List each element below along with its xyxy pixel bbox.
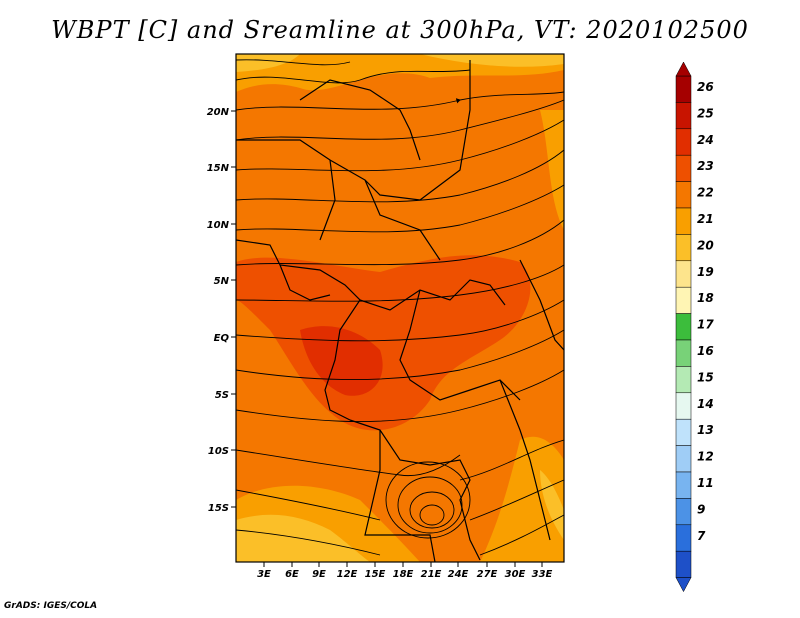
colorbar-swatch [675,154,692,182]
colorbar-swatch [675,75,692,103]
longitude-axis: 3E 6E 9E 12E 15E 18E 21E 24E 27E 30E 33E [257,562,553,580]
temperature-field [236,54,564,562]
lat-label: 20N [207,107,230,118]
lat-label: 15S [208,503,229,514]
lat-label: 5S [215,390,229,401]
footer-credit: GrADS: IGES/COLA [4,601,98,611]
colorbar-swatch [675,550,692,578]
colorbar-label: 20 [697,238,714,252]
colorbar-swatch [675,260,692,288]
colorbar-bottom-arrow [675,577,692,593]
colorbar-swatch [675,181,692,209]
lon-label: 12E [337,569,358,580]
colorbar-label: 25 [697,106,714,120]
colorbar-label: 7 [697,529,706,543]
colorbar-label: 14 [697,397,714,411]
colorbar: 26 25 24 23 22 21 20 19 18 17 16 15 14 13 12 11 9 7 [675,61,714,593]
colorbar-swatch [675,313,692,341]
colorbar-label: 15 [697,370,714,384]
colorbar-swatch [675,128,692,156]
colorbar-swatch [675,207,692,235]
colorbar-swatch [675,286,692,314]
colorbar-swatch [675,234,692,262]
lon-label: 33E [532,569,553,580]
colorbar-swatch [675,366,692,394]
lat-label: 10N [207,220,230,231]
colorbar-label: 19 [697,265,714,279]
lat-label: 10S [208,446,229,457]
colorbar-label: 11 [697,476,714,490]
colorbar-swatch [675,445,692,473]
colorbar-top-arrow [675,61,692,77]
lon-label: 18E [393,569,414,580]
lon-label: 21E [421,569,442,580]
chart-title: WBPT [C] and Sreamline at 300hPa, VT: 20… [51,16,749,44]
lon-label: 3E [257,569,271,580]
colorbar-swatch [675,471,692,499]
colorbar-label: 17 [697,318,714,332]
colorbar-label: 9 [697,502,705,516]
country-borders [236,60,564,562]
colorbar-label: 12 [697,450,714,464]
lat-label: EQ [214,333,230,344]
colorbar-label: 18 [697,291,714,305]
colorbar-swatch [675,418,692,446]
lon-label: 27E [477,569,498,580]
colorbar-label: 16 [697,344,714,358]
streamlines [236,59,564,556]
colorbar-swatch [675,524,692,552]
lon-label: 9E [312,569,326,580]
lat-label: 5N [214,276,230,287]
colorbar-label: 22 [697,186,714,200]
lat-label: 15N [207,163,230,174]
lon-label: 6E [285,569,299,580]
lon-label: 15E [365,569,386,580]
colorbar-label: 21 [697,212,714,226]
colorbar-label: 13 [697,423,714,437]
colorbar-swatch [675,102,692,130]
map-frame [235,53,565,563]
colorbar-swatch [675,339,692,367]
colorbar-label: 24 [697,133,714,147]
colorbar-swatch [675,498,692,526]
lon-label: 24E [448,569,469,580]
lon-label: 30E [505,569,526,580]
colorbar-swatch [675,392,692,420]
colorbar-label: 26 [697,80,714,94]
colorbar-label: 23 [697,159,714,173]
latitude-axis: 20N 15N 10N 5N EQ 5S 10S 15S [207,107,236,514]
